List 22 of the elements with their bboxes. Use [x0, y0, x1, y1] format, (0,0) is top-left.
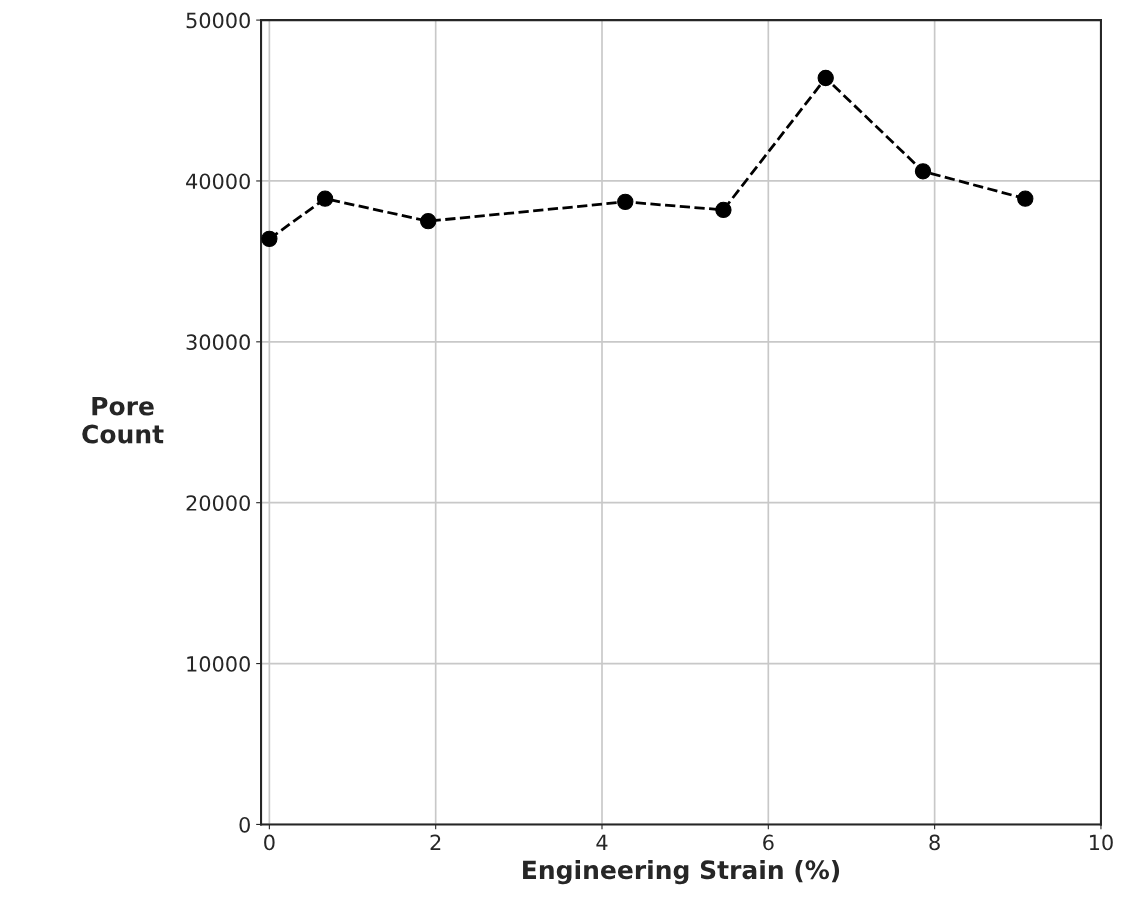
y-tick-label: 20000: [186, 495, 250, 511]
point: [261, 230, 278, 248]
x-tick-label: 6: [763, 834, 774, 851]
x-tick-label: 10: [1089, 834, 1113, 851]
y-tick-label: 10000: [187, 656, 250, 672]
x-tick-label: 4: [596, 834, 608, 850]
x-axis-title: Engineering Strain (%): [523, 859, 840, 885]
point: [316, 190, 334, 207]
point: [817, 69, 834, 87]
y-tick-label: 30000: [186, 334, 250, 351]
y-tick-label: 40000: [186, 173, 250, 190]
point: [420, 213, 437, 230]
point: [617, 193, 634, 211]
x-tick-label: 2: [430, 834, 441, 850]
y-tick-label: 0: [239, 816, 250, 833]
point: [1017, 190, 1034, 207]
point: [914, 163, 932, 180]
x-tick-label: 8: [929, 834, 940, 851]
y-axis-title: Pore Count: [82, 396, 164, 444]
point: [715, 201, 732, 219]
x-tick-label: 0: [264, 834, 275, 851]
y-tick-label: 50000: [186, 12, 250, 29]
